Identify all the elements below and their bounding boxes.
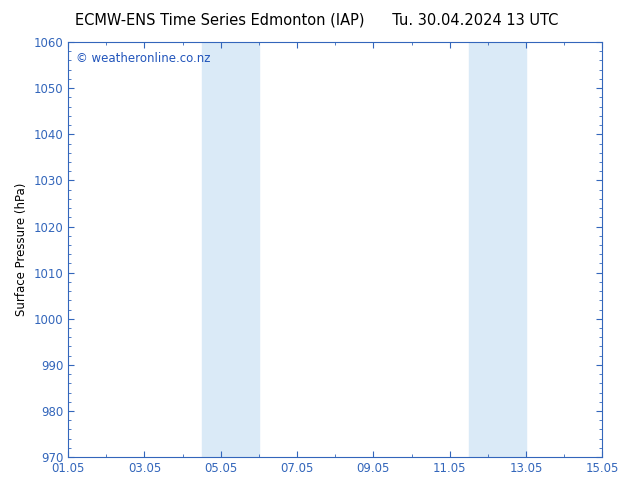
Text: ECMW-ENS Time Series Edmonton (IAP)      Tu. 30.04.2024 13 UTC: ECMW-ENS Time Series Edmonton (IAP) Tu. … xyxy=(75,12,559,27)
Bar xyxy=(202,42,259,457)
Text: © weatheronline.co.nz: © weatheronline.co.nz xyxy=(76,52,210,66)
Bar xyxy=(469,42,526,457)
Y-axis label: Surface Pressure (hPa): Surface Pressure (hPa) xyxy=(15,183,28,316)
